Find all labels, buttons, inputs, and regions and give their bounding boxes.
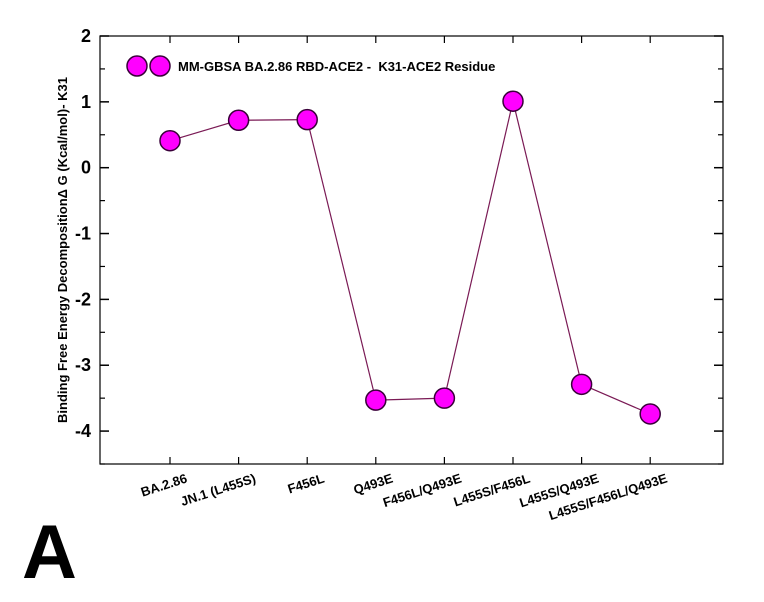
legend-label: MM-GBSA BA.2.86 RBD-ACE2 - K31-ACE2 Resi… [178,59,495,74]
data-point [227,109,250,132]
y-axis-ticks: 2 1 0 -1 -2 -3 -4 [75,26,723,465]
data-point [365,389,387,411]
x-tick-label: JN.1 (L455S) [179,471,258,509]
legend-marker [126,55,148,77]
x-axis-ticks [169,36,651,464]
legend: MM-GBSA BA.2.86 RBD-ACE2 - K31-ACE2 Resi… [126,55,495,77]
legend-marker [149,55,171,77]
series-line [169,101,651,415]
data-point [296,108,318,131]
x-tick-label: F456L [286,471,326,497]
data-point [639,403,661,425]
x-tick-label: F456L/Q493E [381,470,464,510]
x-tick-label: L455S/F456L/Q493E [547,470,669,523]
y-tick-label: -4 [75,421,91,441]
y-tick-label: 0 [81,158,91,178]
plot-frame [99,35,724,465]
y-tick-label: 1 [81,92,91,112]
y-tick-label: 2 [81,26,91,46]
data-point [502,90,524,112]
y-tick-label: -2 [75,289,91,309]
data-point [159,129,181,152]
data-point [433,387,456,409]
panel-label: A [22,510,77,595]
y-axis-title: Binding Free Energy DecompositionΔ G (Kc… [55,77,70,423]
data-point [570,373,593,396]
y-tick-label: -1 [75,224,91,244]
series-layer [159,90,661,425]
y-tick-label: -3 [75,355,91,375]
